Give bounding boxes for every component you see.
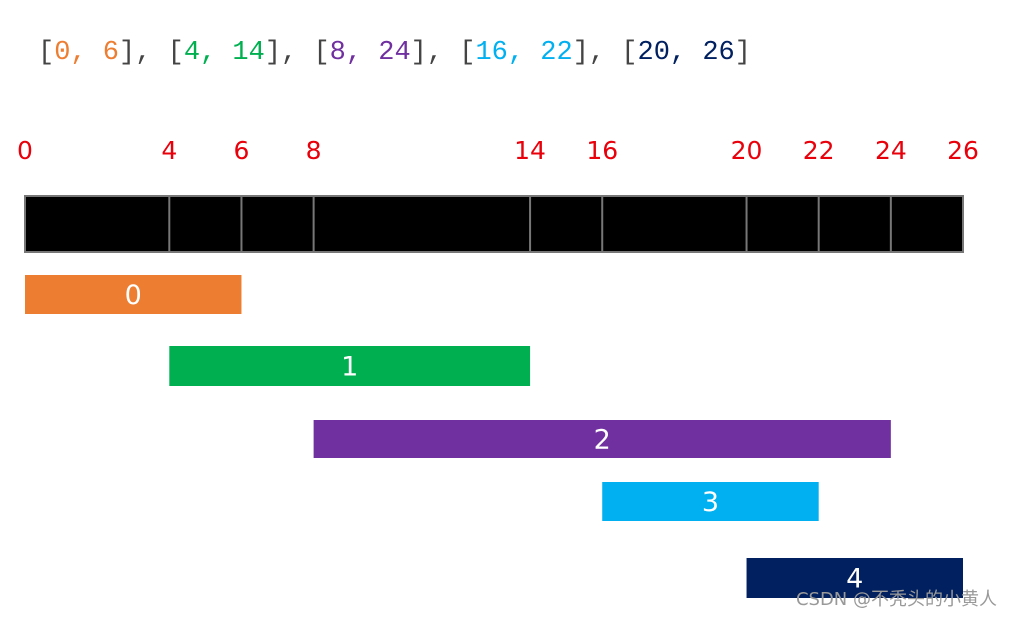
interval-bar bbox=[313, 420, 891, 458]
tick-label: 24 bbox=[875, 136, 907, 165]
watermark: CSDN @不秃头的小黄人 bbox=[796, 589, 997, 610]
tick-label: 16 bbox=[586, 136, 618, 165]
interval-text: ], [ bbox=[119, 38, 184, 68]
bar-label: 1 bbox=[341, 352, 358, 383]
bar-label: 4 bbox=[846, 564, 863, 595]
interval-text: 16, 22 bbox=[475, 38, 572, 68]
bar-label: 0 bbox=[125, 280, 142, 311]
interval-text: 0, 6 bbox=[54, 38, 119, 68]
tick-label: 0 bbox=[17, 136, 33, 165]
tick-label: 8 bbox=[306, 136, 322, 165]
interval-text: ], [ bbox=[573, 38, 638, 68]
bar-label: 2 bbox=[594, 425, 611, 456]
interval-bar bbox=[746, 558, 963, 598]
interval-text: 8, 24 bbox=[330, 38, 411, 68]
interval-text: ], [ bbox=[411, 38, 476, 68]
interval-text: ], [ bbox=[265, 38, 330, 68]
tick-label: 26 bbox=[947, 136, 979, 165]
tick-label: 4 bbox=[161, 136, 177, 165]
tick-label: 22 bbox=[803, 136, 835, 165]
ruler-bar bbox=[24, 195, 964, 253]
interval-text: ] bbox=[735, 38, 751, 68]
interval-text: 4, 14 bbox=[184, 38, 265, 68]
interval-bar bbox=[25, 275, 242, 314]
tick-label: 6 bbox=[234, 136, 250, 165]
interval-bar bbox=[602, 482, 819, 521]
tick-label: 20 bbox=[731, 136, 763, 165]
interval-list: [0, 6], [4, 14], [8, 24], [16, 22], [20,… bbox=[38, 38, 751, 68]
interval-text: 20, 26 bbox=[638, 38, 735, 68]
bar-label: 3 bbox=[702, 487, 719, 518]
interval-bar bbox=[169, 346, 531, 386]
tick-label: 14 bbox=[514, 136, 546, 165]
interval-text: [ bbox=[38, 38, 54, 68]
